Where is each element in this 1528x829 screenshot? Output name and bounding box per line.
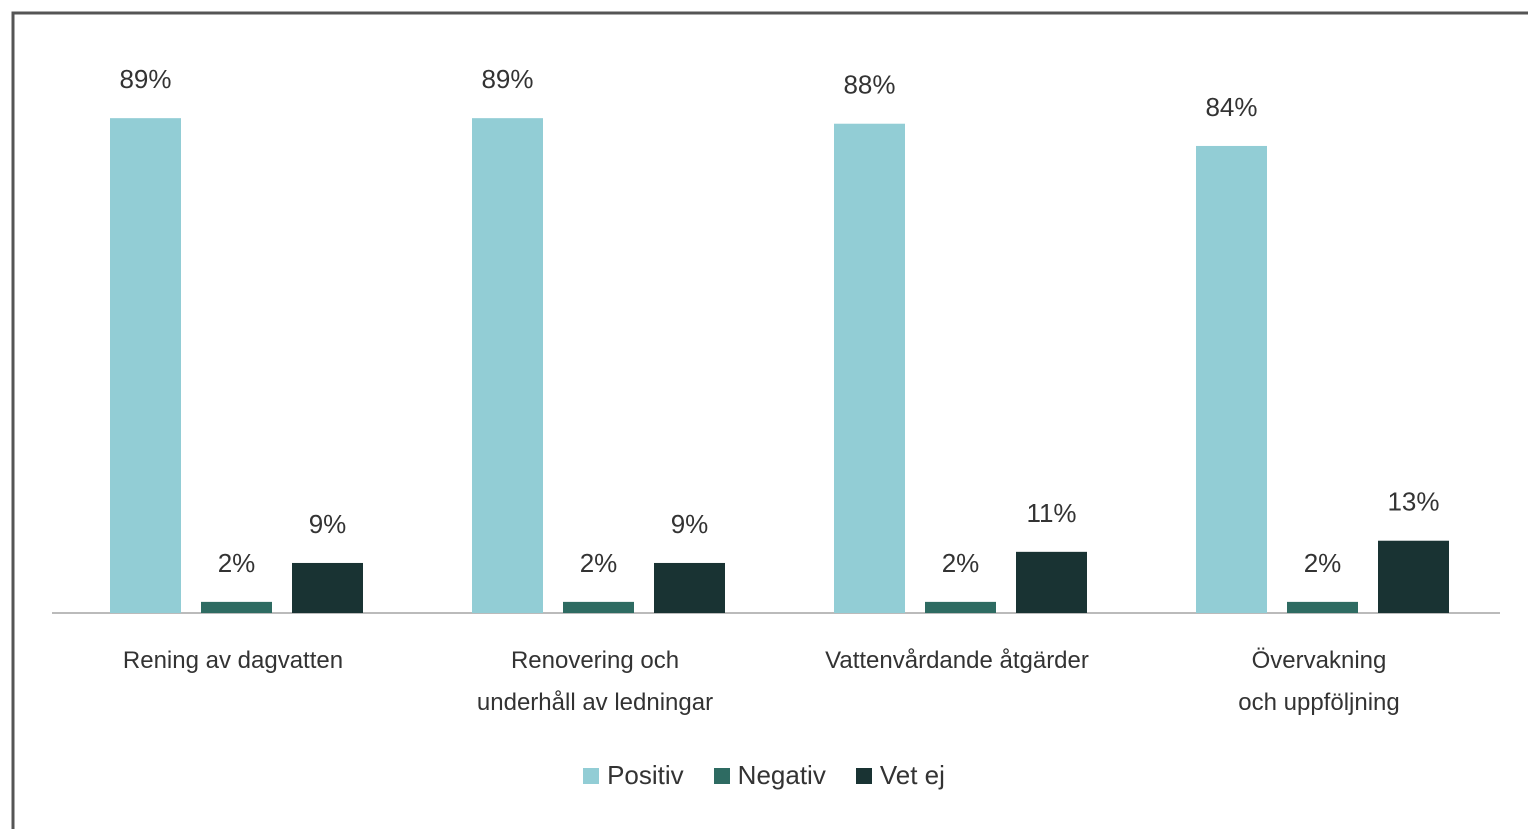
data-label: 2% <box>1304 548 1342 578</box>
legend: Positiv Negativ Vet ej <box>0 760 1528 791</box>
data-label: 11% <box>1026 498 1076 528</box>
bar <box>1196 145 1267 613</box>
data-label: 2% <box>218 548 256 578</box>
data-label: 9% <box>671 509 709 539</box>
bar <box>1287 601 1358 613</box>
legend-swatch <box>583 767 600 784</box>
legend-item: Positiv <box>583 760 684 791</box>
data-label: 89% <box>119 64 171 94</box>
bar <box>1016 551 1087 613</box>
legend-item: Vet ej <box>855 760 945 791</box>
legend-item: Negativ <box>713 760 826 791</box>
bar <box>110 118 181 613</box>
legend-label: Positiv <box>607 760 684 790</box>
bar <box>563 601 634 613</box>
data-label: 84% <box>1205 92 1257 122</box>
x-tick-label: Övervakning och uppföljning <box>1238 647 1400 716</box>
legend-swatch <box>713 767 730 784</box>
bar <box>472 118 543 613</box>
legend-swatch <box>855 767 872 784</box>
data-label: 9% <box>309 509 347 539</box>
x-tick-label: Renovering och underhåll av ledningar <box>476 647 714 716</box>
bar <box>1378 540 1449 613</box>
bar <box>292 562 363 613</box>
frame <box>11 11 1528 829</box>
legend-label: Vet ej <box>879 760 945 790</box>
bar <box>925 601 996 613</box>
legend-label: Negativ <box>737 760 826 790</box>
x-tick-label: Vattenvårdande åtgärder <box>825 647 1089 674</box>
bar <box>834 123 905 613</box>
bar <box>654 562 725 613</box>
x-tick-label: Rening av dagvatten <box>122 647 344 674</box>
data-label: 2% <box>580 548 618 578</box>
data-label: 88% <box>843 70 895 100</box>
bar <box>201 601 272 613</box>
data-label: 13% <box>1387 487 1439 517</box>
data-label: 89% <box>481 64 533 94</box>
data-label: 2% <box>942 548 980 578</box>
